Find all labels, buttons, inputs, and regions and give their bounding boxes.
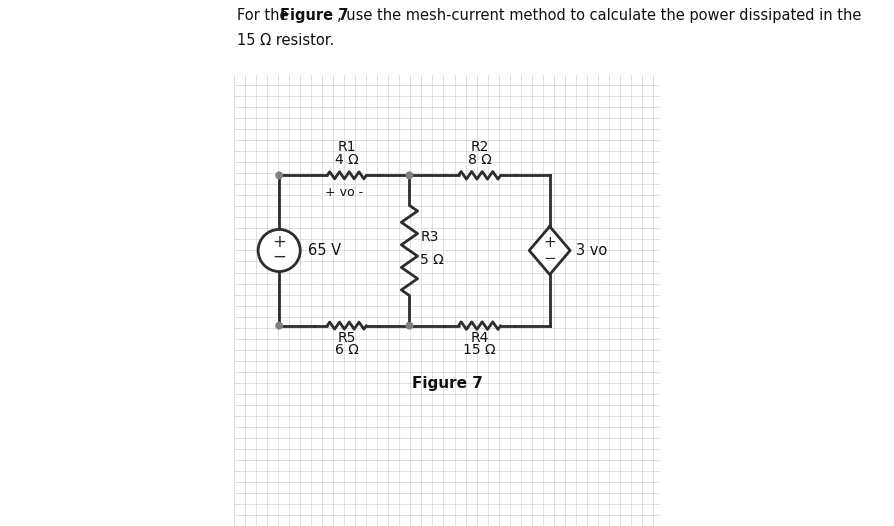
Text: For the: For the: [237, 7, 292, 23]
Text: 8 Ω: 8 Ω: [468, 153, 492, 167]
Text: −: −: [273, 248, 286, 266]
Text: R2: R2: [470, 140, 489, 154]
Text: R3: R3: [420, 230, 439, 245]
Circle shape: [258, 229, 300, 271]
Text: 15 Ω resistor.: 15 Ω resistor.: [237, 33, 333, 47]
Text: 5 Ω: 5 Ω: [420, 253, 444, 267]
FancyBboxPatch shape: [229, 0, 665, 75]
Text: +: +: [273, 234, 286, 251]
Text: Figure 7: Figure 7: [280, 7, 349, 23]
Text: 6 Ω: 6 Ω: [335, 343, 358, 357]
Text: R4: R4: [470, 331, 489, 345]
Text: −: −: [544, 251, 556, 266]
Circle shape: [276, 322, 283, 329]
Text: +: +: [544, 235, 556, 250]
Text: , use the mesh-current method to calculate the power dissipated in the: , use the mesh-current method to calcula…: [337, 7, 861, 23]
Text: 3 vo: 3 vo: [576, 243, 607, 258]
Circle shape: [406, 322, 413, 329]
Circle shape: [276, 172, 283, 179]
Text: Figure 7: Figure 7: [411, 376, 483, 391]
Text: + vo -: + vo -: [325, 186, 363, 199]
Text: 4 Ω: 4 Ω: [335, 153, 358, 167]
Text: R5: R5: [338, 331, 356, 345]
Text: 15 Ω: 15 Ω: [463, 343, 496, 357]
Circle shape: [406, 172, 413, 179]
Text: 65 V: 65 V: [308, 243, 341, 258]
Text: R1: R1: [338, 140, 356, 154]
Polygon shape: [529, 226, 570, 275]
